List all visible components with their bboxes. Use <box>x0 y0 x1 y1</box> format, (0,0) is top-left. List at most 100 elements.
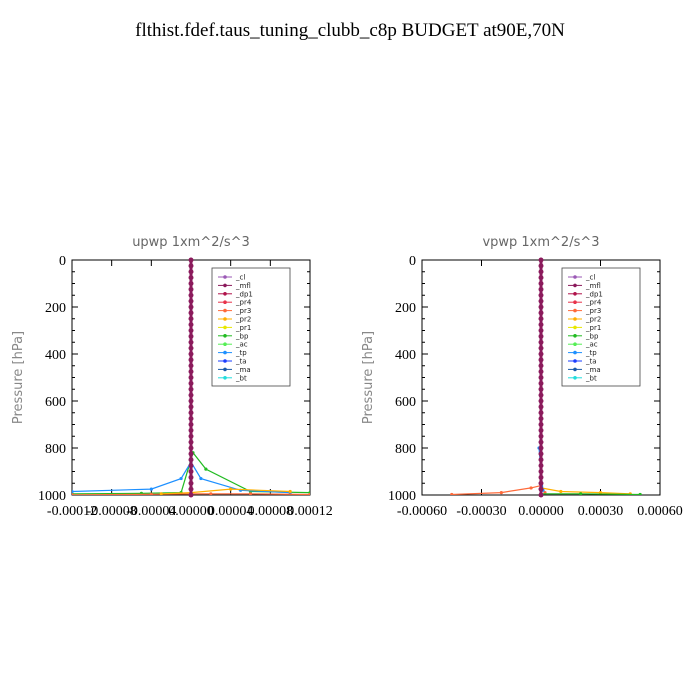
series-point-tp <box>72 489 74 494</box>
series-point-pr3 <box>450 492 454 495</box>
legend-marker <box>573 292 577 296</box>
y-tick-label: 800 <box>395 442 416 457</box>
legend-label: _bp <box>585 332 599 340</box>
series-point-mfl <box>538 398 544 404</box>
legend-marker <box>223 359 227 363</box>
series-point-pr3 <box>209 492 213 495</box>
y-tick-label: 600 <box>395 395 416 410</box>
series-point-mfl <box>538 375 544 380</box>
series-point-mfl <box>188 404 194 410</box>
series-point-mfl <box>538 322 544 328</box>
series-point-mfl <box>188 275 194 281</box>
legend-marker <box>223 283 227 288</box>
x-tick-label: -0.00004 <box>126 504 176 519</box>
series-point-mfl <box>188 439 194 445</box>
series-point-bp <box>204 467 208 471</box>
legend-marker <box>573 350 577 355</box>
legend-label: _cl <box>585 274 595 282</box>
series-point-mfl <box>188 351 194 357</box>
y-tick-label: 200 <box>45 301 66 316</box>
series-point-mfl <box>188 492 194 498</box>
legend-label: _dp1 <box>585 290 603 298</box>
legend-label: _ta <box>235 358 247 366</box>
series-point-mfl <box>188 380 194 386</box>
legend-marker <box>223 292 227 296</box>
legend-marker <box>573 283 577 288</box>
y-tick-label: 1000 <box>388 489 416 504</box>
series-point-mfl <box>538 427 544 433</box>
series-point-mfl <box>188 257 194 263</box>
legend-label: _dp1 <box>235 290 253 298</box>
y-tick-label: 600 <box>45 395 66 410</box>
series-point-mfl <box>538 492 544 498</box>
legend-label: _pr2 <box>235 316 251 324</box>
series-point-mfl <box>538 310 544 316</box>
y-axis-label: Pressure [hPa] <box>361 331 376 424</box>
legend-label: _ma <box>235 366 251 374</box>
legend-marker <box>573 275 577 279</box>
y-tick-label: 0 <box>409 254 416 269</box>
series-point-pr2 <box>159 492 163 495</box>
series-point-mfl <box>188 457 194 463</box>
series-point-pr2 <box>288 489 292 494</box>
series-point-pr2 <box>229 487 233 491</box>
legend-marker <box>223 367 227 372</box>
series-point-mfl <box>538 263 544 269</box>
series-point-mfl <box>188 263 194 269</box>
legend-label: _ta <box>585 358 597 366</box>
legend-marker <box>573 342 577 347</box>
y-tick-label: 0 <box>59 254 66 269</box>
series-point-mfl <box>538 451 544 457</box>
x-tick-label: 0.00030 <box>578 504 624 519</box>
series-point-mfl <box>188 451 194 457</box>
series-point-mfl <box>188 433 194 439</box>
legend-label: _mfl <box>585 282 601 290</box>
series-point-mfl <box>188 304 194 310</box>
legend-label: _pr4 <box>235 299 252 307</box>
legend-marker <box>223 325 227 330</box>
series-point-mfl <box>538 316 544 322</box>
series-point-pr3 <box>72 493 74 495</box>
x-tick-label: -0.00030 <box>456 504 506 519</box>
legend-label: _bt <box>235 374 247 382</box>
series-point-mfl <box>538 257 544 263</box>
y-axis-label: Pressure [hPa] <box>11 331 26 424</box>
x-tick-label: 0.00000 <box>518 504 564 519</box>
legend-label: _pr1 <box>585 324 601 332</box>
series-line-pr2 <box>161 488 291 495</box>
series-point-pr3 <box>248 492 253 495</box>
legend-label: _bp <box>235 332 249 340</box>
panel-title: upwp 1xm^2/s^3 <box>132 235 250 250</box>
series-point-mfl <box>188 339 194 345</box>
series-point-mfl <box>538 363 544 369</box>
series-point-mfl <box>538 275 544 281</box>
legend-marker <box>573 325 577 330</box>
legend-label: _pr2 <box>585 316 601 324</box>
chart-panel-1: upwp 1xm^2/s^3 Pressure [hPa] 0 200 400 600 80… <box>11 235 333 519</box>
legend-label: _pr3 <box>585 307 601 315</box>
series-point-mfl <box>188 486 194 492</box>
series-point-pr3 <box>529 486 533 490</box>
y-tick-label: 400 <box>395 348 416 363</box>
x-tick-label: 0.00004 <box>208 504 254 519</box>
series-point-mfl <box>188 422 194 427</box>
series-point-mfl <box>538 328 544 333</box>
series-point-mfl <box>188 369 194 375</box>
series-point-mfl <box>538 386 544 392</box>
legend-marker <box>223 376 227 380</box>
page-title: flthist.fdef.taus_tuning_clubb_c8p BUDGE… <box>135 20 565 41</box>
series-point-mfl <box>538 410 544 416</box>
panel-title: vpwp 1xm^2/s^3 <box>482 235 599 250</box>
series-point-pr2 <box>559 489 563 494</box>
series-point-tp <box>149 487 153 491</box>
legend-label: _bt <box>585 374 597 382</box>
series-line-pr3 <box>72 493 310 495</box>
series-point-mfl <box>188 416 194 422</box>
series-point-mfl <box>188 474 194 480</box>
legend-marker <box>223 350 227 355</box>
legend-label: _tp <box>235 349 247 357</box>
series-point-mfl <box>538 422 544 427</box>
series-point-mfl <box>188 445 194 451</box>
series-point-mfl <box>538 474 544 480</box>
series-point-mfl <box>188 480 194 486</box>
